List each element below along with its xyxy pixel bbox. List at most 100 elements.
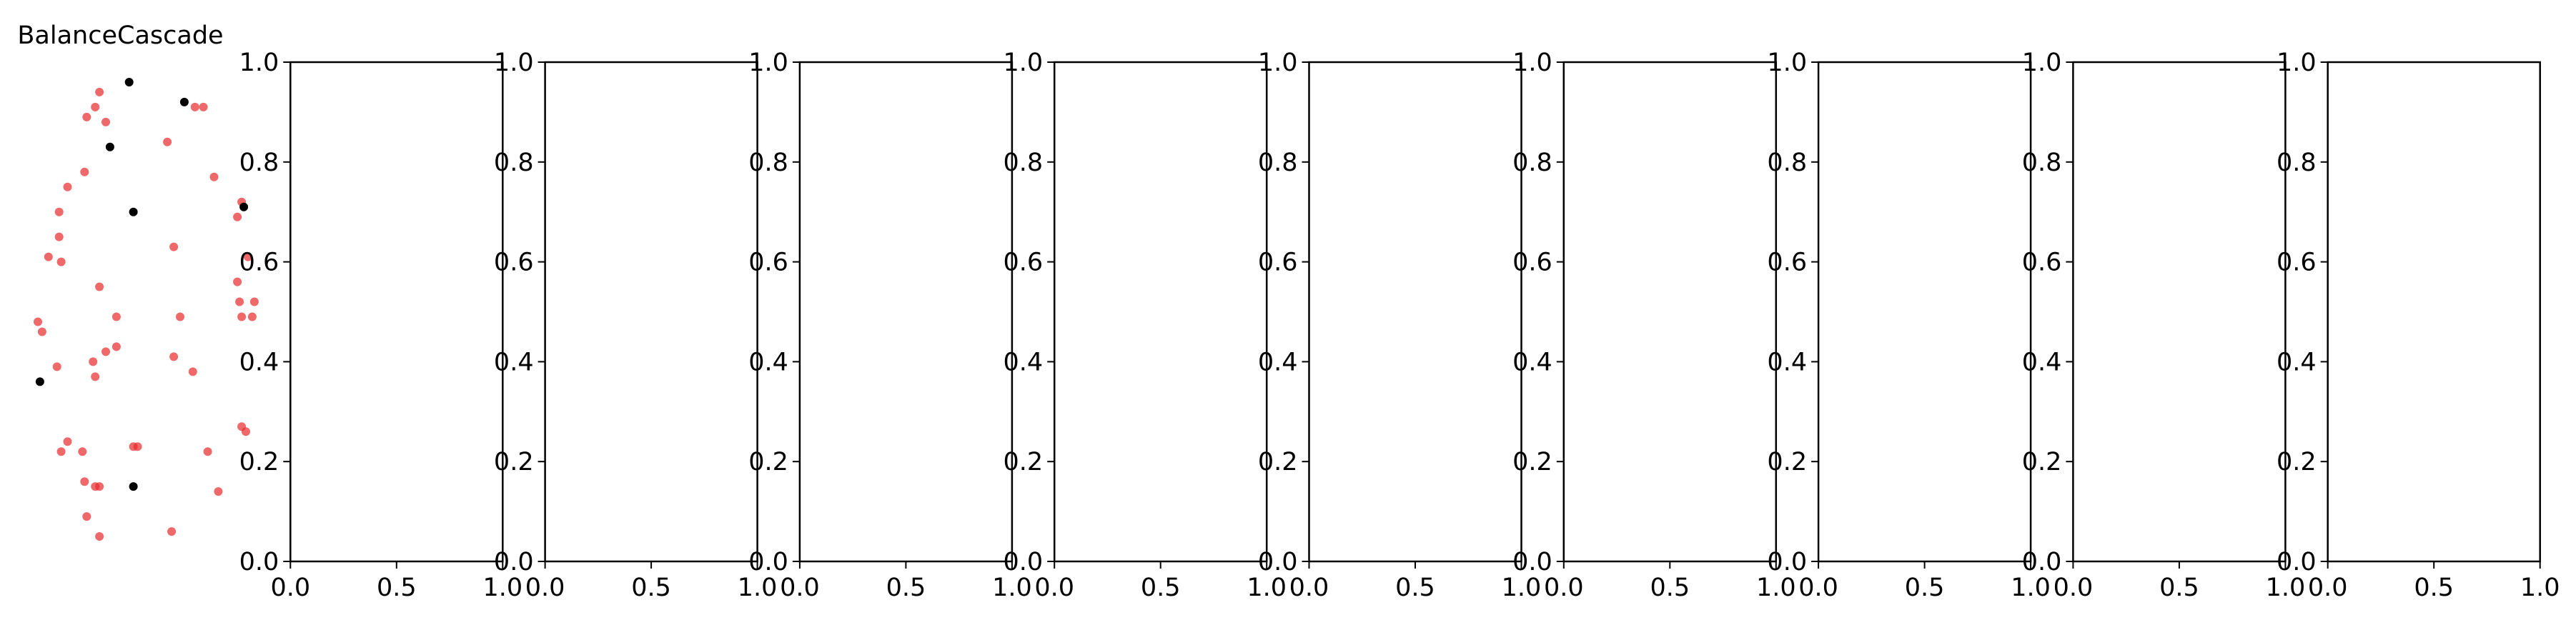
scatter-point	[233, 212, 242, 221]
scatter-point	[190, 102, 199, 111]
scatter-point	[237, 312, 247, 321]
scatter-point	[82, 112, 91, 121]
x-tick-label: 0.5	[2414, 574, 2454, 602]
y-tick-label: 0.6	[2022, 249, 2062, 277]
x-tick-label: 0.0	[1544, 574, 1584, 602]
y-tick-label: 0.6	[1258, 249, 1298, 277]
scatter-point	[112, 312, 121, 321]
x-tick-label: 0.0	[780, 574, 820, 602]
scatter-series-2	[35, 78, 249, 491]
y-tick-label: 0.2	[239, 448, 279, 476]
scatter-point	[209, 172, 219, 181]
y-tick-label: 1.0	[2022, 49, 2062, 77]
subplot-5: 0.0 0.2 0.4 0.6 0.8 1.0 0.0 0.5 1.0	[1004, 49, 1287, 602]
x-tick-label: 0.5	[2159, 574, 2199, 602]
scatter-point	[89, 357, 98, 366]
scatter-point	[163, 137, 172, 146]
y-tick-label: 0.2	[1767, 448, 1807, 476]
y-tick-label: 0.2	[748, 448, 788, 476]
x-tick-label: 0.0	[270, 574, 310, 602]
y-tick-label: 1.0	[2277, 49, 2317, 77]
scatter-point	[129, 207, 138, 216]
scatter-point	[188, 367, 197, 376]
x-tick-label: 0.5	[631, 574, 671, 602]
x-tick-label: 1.0	[482, 574, 522, 602]
subplot-3: 0.0 0.2 0.4 0.6 0.8 1.0 0.0 0.5 1.0	[494, 49, 778, 602]
scatter-point	[167, 527, 177, 536]
y-tick-label: 0.8	[239, 149, 279, 177]
subplot-4: 0.0 0.2 0.4 0.6 0.8 1.0 0.0 0.5 1.0	[748, 49, 1032, 602]
scatter-point	[63, 437, 72, 446]
x-tick-label: 0.5	[1650, 574, 1690, 602]
scatter-point	[203, 447, 212, 456]
y-tick-label: 1.0	[1004, 49, 1044, 77]
y-tick-label: 0.4	[1004, 348, 1044, 376]
x-tick-label: 0.0	[2054, 574, 2094, 602]
scatter-point	[44, 252, 53, 261]
y-tick-label: 0.0	[1004, 548, 1044, 576]
scatter-point	[80, 477, 89, 486]
y-tick-label: 1.0	[494, 49, 534, 77]
subplot-8: 0.0 0.2 0.4 0.6 0.8 1.0 0.0 0.5 1.0	[1767, 49, 2051, 602]
y-tick-label: 0.8	[1258, 149, 1298, 177]
y-tick-label: 0.8	[2277, 149, 2317, 177]
scatter-point	[54, 232, 64, 241]
y-tick-label: 0.4	[494, 348, 534, 376]
y-tick-label: 0.2	[1004, 448, 1044, 476]
scatter-point	[124, 78, 134, 86]
y-tick-label: 0.6	[2277, 249, 2317, 277]
scatter-point	[91, 372, 100, 381]
y-tick-label: 0.4	[1258, 348, 1298, 376]
scatter-point	[91, 102, 100, 111]
subplot-2: 0.0 0.2 0.4 0.6 0.8 1.0 0.0 0.5 1.0	[239, 49, 523, 602]
scatter-point	[52, 362, 61, 371]
y-tick-label: 0.4	[239, 348, 279, 376]
y-tick-label: 0.0	[1512, 548, 1552, 576]
x-tick-label: 0.0	[1034, 574, 1074, 602]
y-tick-label: 0.4	[2022, 348, 2062, 376]
scatter-point	[112, 342, 121, 351]
x-tick-label: 0.5	[886, 574, 926, 602]
scatter-point	[169, 352, 179, 361]
scatter-point	[35, 377, 44, 386]
x-tick-label: 0.5	[1905, 574, 1945, 602]
y-tick-label: 0.6	[748, 249, 788, 277]
scatter-series-1	[34, 87, 259, 541]
x-tick-label: 0.5	[1395, 574, 1435, 602]
y-tick-label: 0.6	[1512, 249, 1552, 277]
x-tick-label: 1.0	[1502, 574, 1542, 602]
y-tick-label: 0.6	[1767, 249, 1807, 277]
subplot-6: 0.0 0.2 0.4 0.6 0.8 1.0 0.0 0.5 1.0	[1258, 49, 1542, 602]
scatter-point	[179, 97, 189, 106]
y-tick-label: 0.8	[748, 149, 788, 177]
y-tick-label: 0.8	[1512, 149, 1552, 177]
y-tick-label: 0.4	[2277, 348, 2317, 376]
y-tick-label: 0.6	[1004, 249, 1044, 277]
scatter-point	[56, 447, 66, 456]
y-tick-label: 0.4	[1512, 348, 1552, 376]
subplot-title: BalanceCascade	[17, 21, 223, 50]
x-tick-label: 1.0	[992, 574, 1032, 602]
scatter-point	[233, 277, 242, 286]
y-tick-label: 0.2	[1258, 448, 1298, 476]
y-tick-label: 0.4	[1767, 348, 1807, 376]
x-tick-label: 0.5	[377, 574, 417, 602]
scatter-point	[169, 242, 179, 251]
scatter-point	[37, 327, 46, 336]
x-tick-label: 0.0	[2308, 574, 2348, 602]
x-tick-label: 1.0	[2266, 574, 2306, 602]
y-tick-label: 0.2	[494, 448, 534, 476]
y-tick-label: 0.2	[2022, 448, 2062, 476]
scatter-point	[239, 202, 249, 211]
y-tick-label: 0.8	[1004, 149, 1044, 177]
y-tick-label: 0.0	[239, 548, 279, 576]
scatter-point	[82, 512, 91, 521]
y-tick-label: 0.2	[2277, 448, 2317, 476]
subplot-9: 0.0 0.2 0.4 0.6 0.8 1.0 0.0 0.5 1.0	[2022, 49, 2306, 602]
y-tick-label: 0.6	[494, 249, 534, 277]
x-tick-label: 1.0	[738, 574, 778, 602]
x-tick-label: 0.0	[1798, 574, 1838, 602]
scatter-point	[63, 182, 72, 191]
y-tick-label: 1.0	[748, 49, 788, 77]
